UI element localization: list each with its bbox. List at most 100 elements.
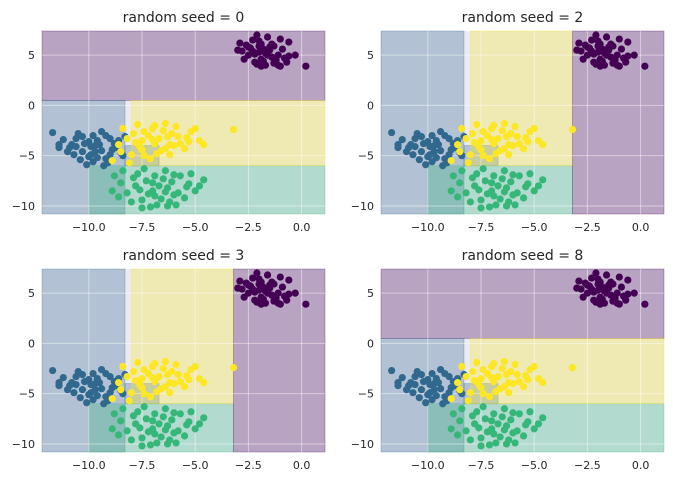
scatter-point-class-2: [155, 420, 163, 428]
scatter-point-class-1: [85, 153, 93, 161]
y-tick-label: 5: [28, 49, 35, 62]
scatter-point-class-0: [624, 276, 632, 284]
scatter-point-class-3: [163, 370, 172, 379]
scatter-point-class-3: [115, 141, 123, 149]
scatter-point-class-3: [500, 357, 509, 366]
scatter-point-class-0: [268, 40, 276, 48]
scatter-point-class-3: [115, 379, 123, 387]
scatter-point-class-2: [509, 191, 517, 199]
scatter-point-class-1: [441, 155, 449, 163]
scatter-point-class-0: [302, 62, 310, 70]
scatter-point-class-0: [615, 273, 623, 281]
scatter-point-class-3: [166, 151, 174, 159]
scatter-point-class-1: [76, 394, 84, 402]
scatter-point-class-1: [89, 158, 97, 166]
scatter-point-class-0: [600, 61, 609, 69]
scatter-point-class-3: [138, 374, 146, 383]
scatter-point-class-2: [161, 426, 170, 434]
scatter-point-class-1: [415, 156, 423, 164]
scatter-point-class-0: [613, 299, 621, 307]
scatter-point-class-1: [70, 389, 78, 397]
scatter-point-class-2: [447, 187, 455, 195]
scatter-point-class-3: [191, 362, 199, 371]
scatter-point-class-1: [447, 146, 455, 154]
scatter-point-class-0: [575, 277, 583, 285]
scatter-point-class-1: [417, 386, 426, 394]
scatter-point-class-0: [263, 33, 272, 41]
scatter-point-class-3: [505, 151, 513, 159]
scatter-point-class-1: [441, 393, 449, 401]
scatter-point-class-2: [534, 182, 543, 190]
scatter-point-class-3: [473, 358, 481, 367]
scatter-point-class-3: [468, 129, 477, 138]
x-tick-label: −7.5: [129, 459, 156, 472]
scatter-point-class-1: [100, 400, 108, 408]
scatter-point-class-1: [398, 135, 406, 144]
scatter-point-class-0: [579, 293, 587, 301]
scatter-point-class-3: [488, 124, 496, 133]
scatter-point-class-3: [522, 133, 530, 142]
scatter-point-class-2: [483, 428, 491, 436]
scatter-point-class-3: [458, 362, 466, 371]
x-tick-label: 0.0: [632, 221, 650, 234]
scatter-point-class-1: [439, 162, 447, 170]
scatter-point-class-3: [163, 132, 172, 141]
scatter-point-class-3: [492, 150, 500, 158]
x-tick-label: −10.0: [72, 459, 106, 472]
scatter-point-class-2: [490, 410, 498, 418]
scatter-point-class-2: [155, 182, 163, 190]
scatter-point-class-3: [509, 380, 517, 388]
scatter-point-class-0: [280, 292, 289, 300]
x-tick-label: −5.0: [182, 459, 209, 472]
scatter-point-class-2: [511, 201, 519, 209]
scatter-point-class-1: [89, 369, 97, 378]
x-tick-label: −2.5: [235, 221, 262, 234]
scatter-point-class-0: [236, 277, 244, 285]
scatter-point-class-2: [468, 174, 477, 182]
scatter-point-class-3: [494, 134, 502, 143]
scatter-point-class-3: [140, 152, 148, 160]
scatter-point-class-0: [234, 284, 242, 292]
scatter-point-class-2: [519, 432, 528, 440]
scatter-point-class-1: [417, 132, 426, 141]
scatter-point-class-1: [59, 135, 67, 144]
scatter-point-class-3: [153, 388, 161, 396]
scatter-point-class-3: [108, 395, 116, 403]
scatter-point-class-1: [108, 146, 116, 154]
scatter-point-class-3: [136, 143, 144, 151]
scatter-point-class-3: [172, 122, 180, 131]
x-tick-label: −5.0: [521, 459, 548, 472]
scatter-point-class-2: [153, 439, 161, 447]
scatter-point-class-3: [134, 120, 142, 129]
scatter-point-class-2: [149, 179, 157, 187]
scatter-point-class-2: [539, 414, 547, 422]
y-tick-label: 5: [367, 287, 374, 300]
scatter-point-class-1: [411, 381, 419, 389]
scatter-point-class-2: [485, 203, 494, 211]
scatter-point-class-3: [151, 378, 159, 386]
scatter-point-class-2: [468, 412, 477, 420]
scatter-point-class-2: [500, 426, 509, 434]
scatter-point-class-3: [174, 370, 182, 379]
scatter-point-class-1: [80, 378, 89, 386]
scatter-point-class-3: [183, 133, 191, 142]
scatter-point-class-1: [85, 391, 93, 399]
scatter-point-class-1: [91, 148, 99, 156]
subplot-seed-2: −10.0 −7.5 −5.0 −2.5 0.0 5 0 −5 −10 random seed =…: [351, 10, 665, 234]
scatter-point-class-2: [168, 178, 176, 186]
scatter-point-class-2: [498, 175, 506, 183]
x-tick-label: −5.0: [182, 221, 209, 234]
scatter-point-class-0: [249, 36, 257, 44]
scatter-point-class-1: [419, 140, 428, 148]
scatter-point-class-1: [91, 386, 99, 394]
subplot-seed-0: −10.0 −7.5 −5.0 −2.5 0.0 5 0 −5 −10 random seed =…: [12, 10, 326, 234]
y-tick-label: 0: [28, 99, 35, 112]
scatter-point-class-2: [530, 425, 538, 433]
scatter-point-class-2: [454, 431, 462, 439]
scatter-point-class-0: [607, 40, 615, 48]
scatter-point-class-3: [191, 124, 199, 133]
scatter-point-class-2: [108, 425, 116, 433]
scatter-point-class-3: [522, 371, 530, 380]
scatter-point-class-3: [134, 358, 142, 367]
scatter-point-class-2: [129, 174, 138, 182]
